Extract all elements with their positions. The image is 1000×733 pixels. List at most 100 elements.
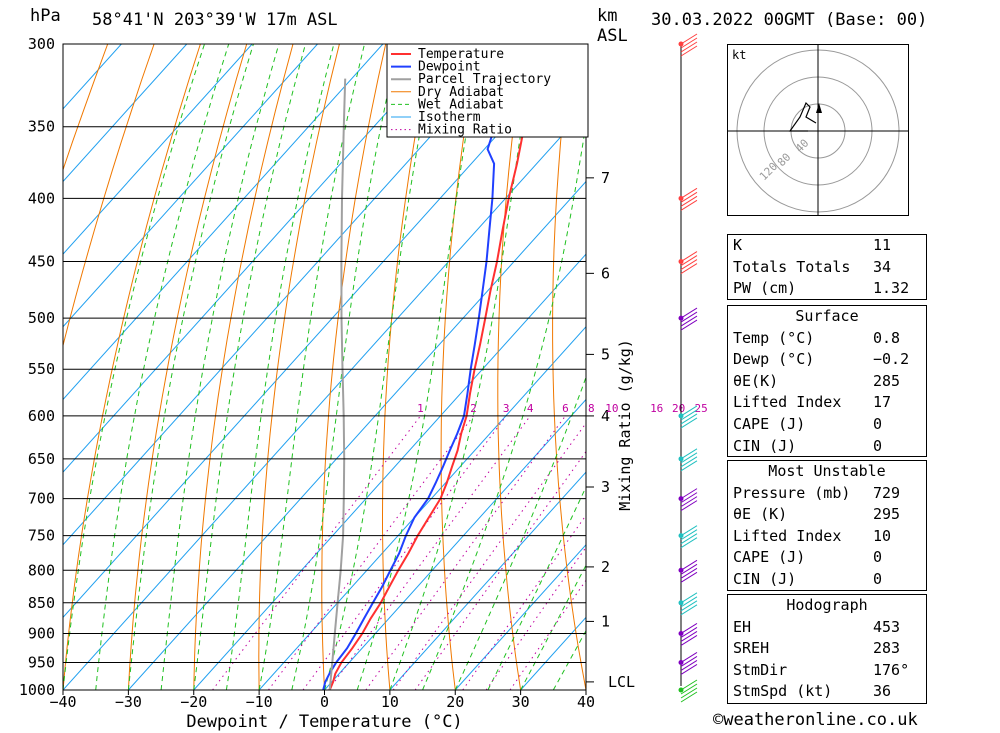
lcl-label: LCL bbox=[608, 673, 635, 691]
km-label: km bbox=[597, 6, 618, 26]
wind-barb bbox=[680, 255, 698, 266]
x-tick-label: 10 bbox=[381, 693, 399, 711]
mixing-ratio-label: 6 bbox=[562, 402, 569, 415]
parcel-trajectory bbox=[328, 78, 347, 690]
index-value: 453 bbox=[873, 617, 901, 636]
index-value: 176° bbox=[873, 660, 910, 679]
index-row: Temp (°C) 0.8 bbox=[728, 328, 926, 350]
x-tick-label: −20 bbox=[180, 693, 207, 711]
legend-label: Dewpoint bbox=[418, 60, 481, 75]
wind-barb bbox=[680, 525, 698, 537]
isotherm-line bbox=[63, 44, 515, 546]
pressure-tick-label: 900 bbox=[28, 624, 55, 642]
wind-barb bbox=[680, 492, 698, 504]
index-label: CAPE (J) bbox=[733, 414, 806, 433]
wind-barb bbox=[680, 45, 698, 57]
wet-adiabat-line bbox=[95, 44, 230, 690]
index-label: Lifted Index bbox=[733, 393, 842, 412]
x-tick-label: −30 bbox=[115, 693, 142, 711]
dry-adiabat-line bbox=[382, 44, 433, 690]
dry-adiabat-line bbox=[63, 44, 201, 690]
dry-adiabat-line bbox=[440, 44, 479, 690]
wind-barb bbox=[680, 679, 698, 691]
index-row: EH 453 bbox=[728, 617, 926, 639]
pressure-tick-label: 650 bbox=[28, 450, 55, 468]
hodograph-unit: kt bbox=[732, 48, 746, 62]
index-value: 0 bbox=[873, 436, 883, 455]
index-value: 295 bbox=[873, 505, 901, 524]
surface-box: Surface Temp (°C) 0.8 Dewp (°C) −0.2 θE(K) 285… bbox=[727, 305, 927, 457]
chart-profiles bbox=[322, 44, 548, 690]
isotherm-line bbox=[324, 398, 586, 690]
mixing-ratio-label: 20 bbox=[672, 402, 685, 415]
wet-adiabat-line bbox=[258, 44, 365, 690]
km-tick-label: 1 bbox=[601, 612, 610, 630]
x-tick-label: 40 bbox=[577, 693, 595, 711]
wind-barb bbox=[680, 660, 698, 671]
mixing-ratio-label: 10 bbox=[605, 402, 618, 415]
wet-adiabat-line bbox=[487, 485, 586, 690]
section-title: Most Unstable bbox=[768, 462, 886, 480]
km-tick-label: 7 bbox=[601, 169, 610, 187]
index-row: CAPE (J) 0 bbox=[728, 414, 926, 436]
hodograph-ring-label: 40 bbox=[793, 137, 812, 156]
dry-adiabat-line bbox=[988, 44, 1000, 690]
index-value: 0 bbox=[873, 414, 883, 433]
index-label: θE(K) bbox=[733, 371, 779, 390]
km-tick-label: 6 bbox=[601, 264, 610, 282]
pressure-tick-label: 800 bbox=[28, 561, 55, 579]
index-row: SREH 283 bbox=[728, 638, 926, 660]
index-value: 0.8 bbox=[873, 328, 901, 347]
index-label: StmDir bbox=[733, 660, 788, 679]
wind-barb bbox=[680, 259, 698, 270]
dry-adiabat-line bbox=[127, 44, 248, 690]
mixing-ratio-line bbox=[509, 579, 586, 690]
pressure-tick-label: 850 bbox=[28, 594, 55, 612]
index-label: θE (K) bbox=[733, 505, 788, 524]
wind-barb bbox=[680, 623, 698, 634]
index-row: θE (K) 295 bbox=[728, 504, 926, 526]
mixing-ratio-line bbox=[365, 415, 566, 690]
index-row: Dewp (°C) −0.2 bbox=[728, 349, 926, 371]
pressure-tick-label: 450 bbox=[28, 253, 55, 271]
index-label: EH bbox=[733, 617, 752, 636]
temperature-profile bbox=[328, 44, 548, 690]
mixing-ratio-label: 1 bbox=[417, 402, 424, 415]
dry-adiabat-line bbox=[657, 44, 717, 690]
wind-barb bbox=[680, 496, 698, 508]
legend-label: Wet Adiabat bbox=[418, 97, 504, 112]
isotherm-line bbox=[63, 44, 580, 619]
wet-adiabat-line bbox=[63, 44, 205, 690]
wet-adiabat-line bbox=[454, 375, 586, 690]
index-row: Pressure (mb) 729 bbox=[728, 483, 926, 505]
legend-label: Dry Adiabat bbox=[418, 85, 504, 100]
index-label: CIN (J) bbox=[733, 569, 797, 588]
legend-label: Parcel Trajectory bbox=[418, 72, 551, 87]
wind-barb bbox=[680, 41, 698, 53]
index-label: CAPE (J) bbox=[733, 548, 806, 567]
isotherm-line bbox=[63, 44, 122, 110]
wind-barb bbox=[680, 664, 698, 675]
wind-barb bbox=[680, 604, 698, 616]
km-tick-label: 4 bbox=[601, 407, 610, 425]
isotherm-line bbox=[128, 180, 586, 690]
wind-barb bbox=[680, 187, 698, 199]
x-tick-label: 0 bbox=[320, 693, 329, 711]
wind-barb bbox=[680, 405, 698, 417]
isotherm-line bbox=[63, 44, 253, 255]
index-label: Lifted Index bbox=[733, 526, 842, 545]
indices-box: K 11 Totals Totals 34 PW (cm) 1.32 bbox=[727, 234, 927, 300]
legend-label: Mixing Ratio bbox=[418, 123, 512, 138]
index-value: 11 bbox=[873, 236, 892, 254]
wind-barb bbox=[680, 691, 698, 703]
wet-adiabat-line bbox=[225, 44, 335, 690]
mixing-ratio-line bbox=[485, 546, 586, 690]
index-value: 283 bbox=[873, 639, 901, 658]
wind-barb bbox=[680, 627, 698, 638]
pressure-tick-label: 750 bbox=[28, 527, 55, 545]
index-label: PW (cm) bbox=[733, 279, 797, 298]
most-unstable-box: Most Unstable Pressure (mb) 729 θE (K) 295 Li… bbox=[727, 460, 927, 591]
wind-barb bbox=[680, 33, 698, 45]
